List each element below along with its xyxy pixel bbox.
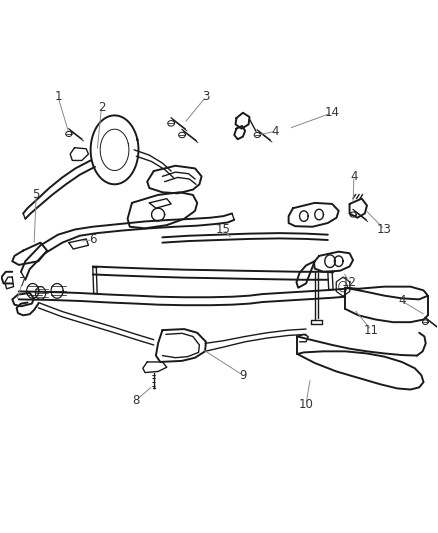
Text: 2: 2 xyxy=(98,101,105,114)
Text: 1: 1 xyxy=(54,90,62,103)
Text: 11: 11 xyxy=(364,324,379,337)
Text: 4: 4 xyxy=(272,125,279,138)
Text: 10: 10 xyxy=(299,398,314,411)
Text: 14: 14 xyxy=(325,106,339,119)
Text: 15: 15 xyxy=(216,223,231,236)
Text: 13: 13 xyxy=(377,223,392,236)
Text: 7: 7 xyxy=(18,276,26,289)
Text: 3: 3 xyxy=(202,90,210,103)
Text: 4: 4 xyxy=(350,170,358,183)
Text: 4: 4 xyxy=(398,294,406,308)
Text: 5: 5 xyxy=(32,189,40,201)
Text: 9: 9 xyxy=(239,369,247,382)
Text: 12: 12 xyxy=(342,276,357,289)
Text: 8: 8 xyxy=(133,393,140,407)
Text: 6: 6 xyxy=(89,233,96,246)
